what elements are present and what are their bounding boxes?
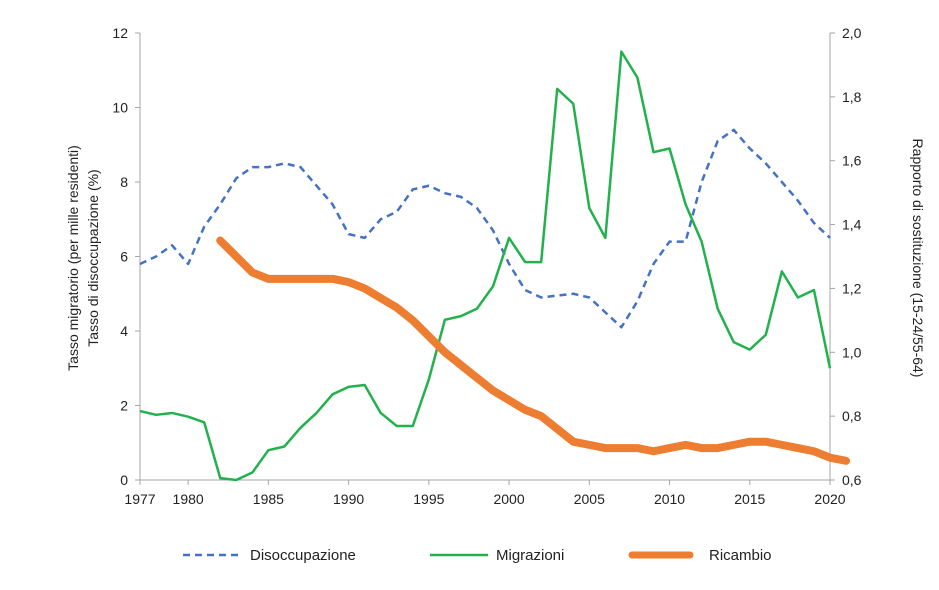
y-tick-label-left: 10 (112, 100, 128, 116)
legend-label-disoccupazione: Disoccupazione (250, 547, 356, 564)
x-tick-label: 2015 (734, 491, 765, 507)
y-axis-title-right: Rapporto di sostituzione (15-24/55-64) (910, 139, 926, 378)
y-tick-label-right: 1,0 (842, 344, 862, 360)
series-line-migrazioni (139, 50, 832, 482)
series-line-disoccupazione (139, 128, 831, 329)
y-tick-label-right: 1,6 (842, 153, 862, 169)
x-tick-label: 2010 (654, 491, 685, 507)
y-tick-label-right: 0,6 (842, 472, 862, 488)
x-tick-label: 1985 (253, 491, 284, 507)
y-axis-ticks-right: 0,6 0,8 1,0 1,2 1,4 1,6 1,8 2,0 (830, 25, 862, 488)
x-tick-label: 2000 (493, 491, 524, 507)
x-tick-label: 1990 (333, 491, 364, 507)
y-tick-label-left: 2 (120, 398, 128, 414)
y-tick-label-left: 6 (120, 249, 128, 265)
legend: Disoccupazione Migrazioni Ricambio (183, 547, 772, 564)
y-tick-label-right: 1,8 (842, 89, 862, 105)
x-axis-ticks: 1977 1980 1985 1990 1995 2000 2005 2010 2015 2020 (124, 480, 846, 507)
y-axis-title-left-line2: Tasso di disoccupazione (%) (85, 169, 101, 346)
y-tick-label-right: 1,4 (842, 217, 862, 233)
x-tick-label: 2005 (574, 491, 605, 507)
y-axis-ticks-left: 0 2 4 6 8 10 12 (112, 25, 140, 488)
series-layer (139, 50, 851, 482)
y-tick-label-left: 12 (112, 25, 128, 41)
axis-title-left: Tasso migratorio (per mille residenti) T… (65, 145, 101, 371)
y-tick-label-left: 8 (120, 174, 128, 190)
legend-label-migrazioni: Migrazioni (496, 547, 564, 564)
x-tick-label: 1995 (413, 491, 444, 507)
y-tick-label-left: 4 (120, 323, 128, 339)
y-tick-label-right: 0,8 (842, 408, 862, 424)
y-tick-label-left: 0 (120, 472, 128, 488)
x-tick-label: 2020 (814, 491, 845, 507)
y-tick-label-right: 2,0 (842, 25, 862, 41)
series-line-ricambio (216, 236, 851, 465)
x-tick-label: 1977 (124, 491, 155, 507)
y-axis-title-left-line1: Tasso migratorio (per mille residenti) (65, 145, 81, 371)
legend-label-ricambio: Ricambio (709, 547, 772, 564)
x-tick-label: 1980 (173, 491, 204, 507)
y-tick-label-right: 1,2 (842, 280, 862, 296)
